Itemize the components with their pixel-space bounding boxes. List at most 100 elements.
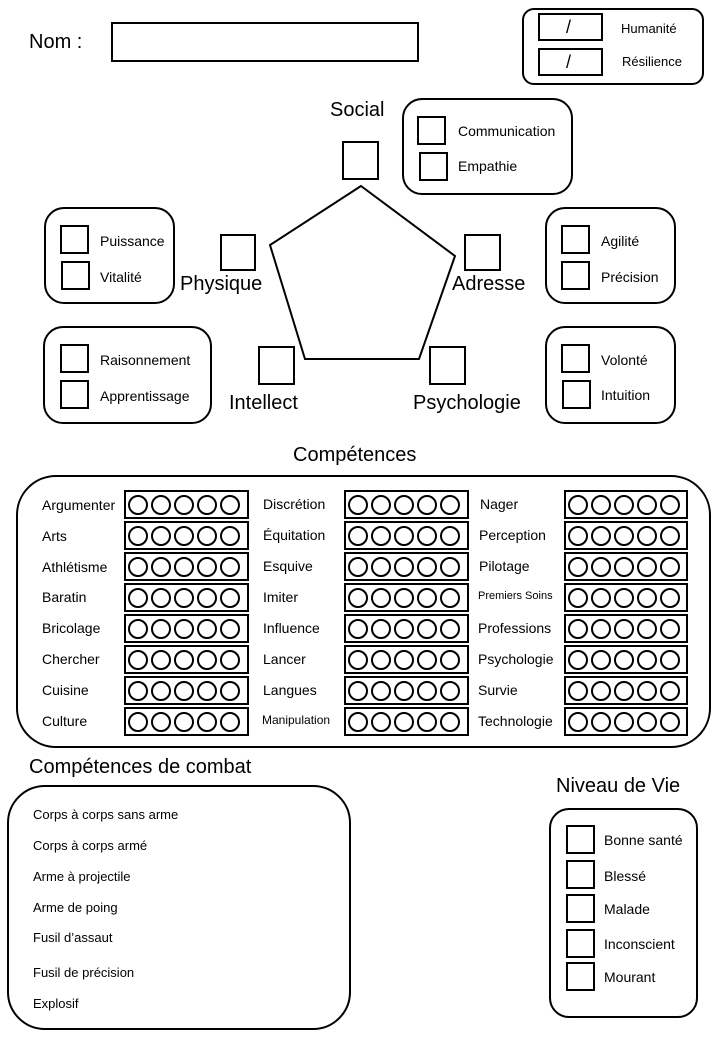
skill-dot[interactable]	[660, 526, 680, 546]
skill-dot[interactable]	[417, 557, 437, 577]
skill-dot[interactable]	[128, 526, 148, 546]
skill-dot[interactable]	[614, 619, 634, 639]
social-score[interactable]	[342, 141, 379, 180]
skill-dots-col3-6[interactable]	[564, 676, 688, 705]
skill-dot[interactable]	[197, 557, 217, 577]
skill-dot[interactable]	[637, 650, 657, 670]
skill-dots-col1-1[interactable]	[124, 521, 249, 550]
adresse-score[interactable]	[464, 234, 501, 271]
skill-dot[interactable]	[128, 619, 148, 639]
skill-dot[interactable]	[371, 526, 391, 546]
skill-dot[interactable]	[614, 557, 634, 577]
vitalite-score[interactable]	[61, 261, 90, 290]
skill-dot[interactable]	[151, 650, 171, 670]
skill-dot[interactable]	[440, 650, 460, 670]
skill-dot[interactable]	[348, 526, 368, 546]
skill-dots-col2-4[interactable]	[344, 614, 469, 643]
volonte-score[interactable]	[561, 344, 590, 373]
empathie-score[interactable]	[419, 152, 448, 181]
skill-dot[interactable]	[440, 526, 460, 546]
skill-dot[interactable]	[417, 619, 437, 639]
skill-dot[interactable]	[614, 681, 634, 701]
skill-dot[interactable]	[614, 495, 634, 515]
skill-dot[interactable]	[568, 495, 588, 515]
skill-dot[interactable]	[637, 557, 657, 577]
intuition-score[interactable]	[562, 380, 591, 409]
skill-dot[interactable]	[568, 619, 588, 639]
malade-check[interactable]	[566, 894, 595, 923]
skill-dot[interactable]	[440, 557, 460, 577]
skill-dots-col3-4[interactable]	[564, 614, 688, 643]
skill-dot[interactable]	[660, 557, 680, 577]
skill-dot[interactable]	[174, 650, 194, 670]
skill-dot[interactable]	[348, 681, 368, 701]
skill-dot[interactable]	[614, 712, 634, 732]
skill-dots-col1-2[interactable]	[124, 552, 249, 581]
skill-dots-col1-4[interactable]	[124, 614, 249, 643]
skill-dot[interactable]	[591, 650, 611, 670]
skill-dot[interactable]	[128, 650, 148, 670]
skill-dots-col3-2[interactable]	[564, 552, 688, 581]
skill-dots-col1-7[interactable]	[124, 707, 249, 736]
skill-dot[interactable]	[394, 495, 414, 515]
skill-dot[interactable]	[568, 650, 588, 670]
skill-dots-col1-5[interactable]	[124, 645, 249, 674]
skill-dot[interactable]	[371, 557, 391, 577]
skill-dot[interactable]	[220, 526, 240, 546]
skill-dot[interactable]	[591, 681, 611, 701]
skill-dot[interactable]	[371, 588, 391, 608]
skill-dot[interactable]	[637, 619, 657, 639]
skill-dot[interactable]	[174, 526, 194, 546]
skill-dot[interactable]	[568, 681, 588, 701]
skill-dot[interactable]	[440, 495, 460, 515]
inconscient-check[interactable]	[566, 929, 595, 958]
skill-dots-col3-0[interactable]	[564, 490, 688, 519]
skill-dot[interactable]	[151, 495, 171, 515]
skill-dot[interactable]	[660, 712, 680, 732]
skill-dot[interactable]	[440, 619, 460, 639]
skill-dot[interactable]	[128, 712, 148, 732]
skill-dot[interactable]	[440, 712, 460, 732]
skill-dots-col1-0[interactable]	[124, 490, 249, 519]
skill-dot[interactable]	[197, 495, 217, 515]
apprentissage-score[interactable]	[60, 380, 89, 409]
psychologie-score[interactable]	[429, 346, 466, 385]
skill-dot[interactable]	[174, 557, 194, 577]
skill-dot[interactable]	[568, 712, 588, 732]
blesse-check[interactable]	[566, 860, 595, 889]
skill-dot[interactable]	[440, 588, 460, 608]
skill-dots-col2-0[interactable]	[344, 490, 469, 519]
skill-dot[interactable]	[660, 588, 680, 608]
skill-dot[interactable]	[197, 588, 217, 608]
skill-dot[interactable]	[440, 681, 460, 701]
skill-dot[interactable]	[637, 588, 657, 608]
skill-dot[interactable]	[591, 619, 611, 639]
skill-dot[interactable]	[394, 681, 414, 701]
skill-dot[interactable]	[394, 619, 414, 639]
skill-dots-col3-3[interactable]	[564, 583, 688, 612]
skill-dot[interactable]	[591, 495, 611, 515]
skill-dot[interactable]	[220, 588, 240, 608]
skill-dot[interactable]	[637, 526, 657, 546]
skill-dot[interactable]	[151, 681, 171, 701]
skill-dots-col2-2[interactable]	[344, 552, 469, 581]
skill-dot[interactable]	[417, 526, 437, 546]
skill-dot[interactable]	[568, 557, 588, 577]
skill-dot[interactable]	[151, 619, 171, 639]
skill-dot[interactable]	[128, 681, 148, 701]
skill-dot[interactable]	[348, 619, 368, 639]
skill-dot[interactable]	[637, 712, 657, 732]
skill-dot[interactable]	[614, 650, 634, 670]
skill-dot[interactable]	[614, 526, 634, 546]
skill-dot[interactable]	[394, 557, 414, 577]
skill-dot[interactable]	[591, 526, 611, 546]
skill-dot[interactable]	[660, 619, 680, 639]
skill-dot[interactable]	[348, 650, 368, 670]
skill-dot[interactable]	[371, 681, 391, 701]
skill-dot[interactable]	[371, 650, 391, 670]
skill-dots-col2-5[interactable]	[344, 645, 469, 674]
skill-dot[interactable]	[128, 495, 148, 515]
mourant-check[interactable]	[566, 962, 595, 991]
skill-dot[interactable]	[197, 619, 217, 639]
skill-dot[interactable]	[660, 495, 680, 515]
